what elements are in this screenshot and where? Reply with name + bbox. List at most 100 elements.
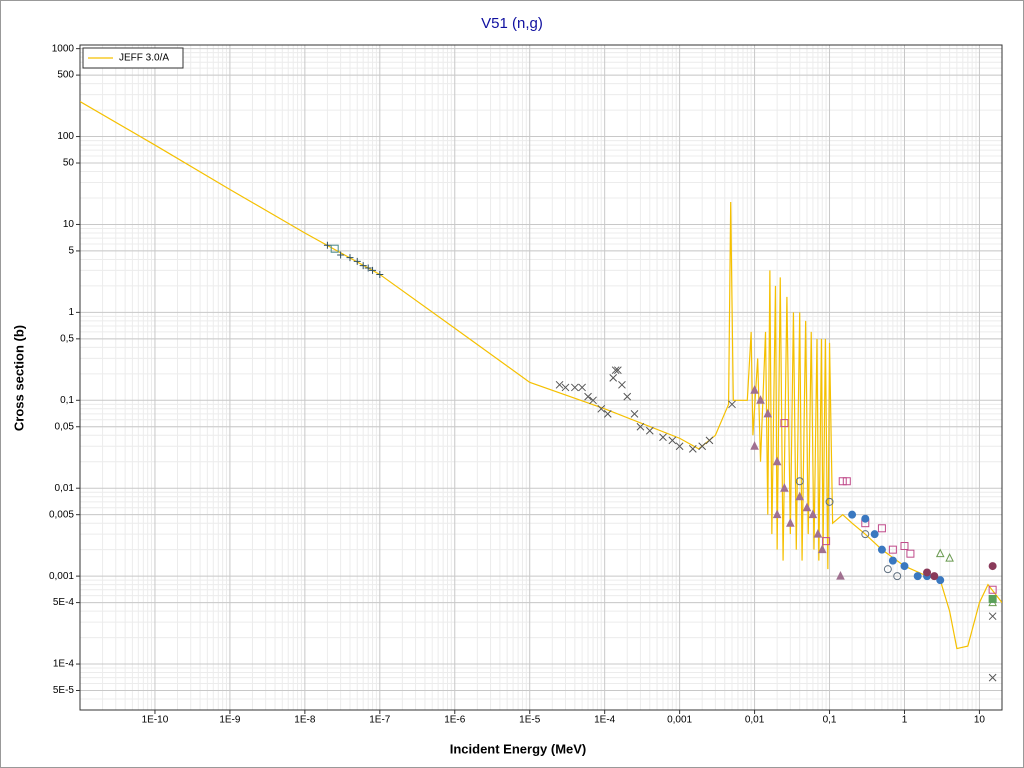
- data-point: [861, 514, 870, 523]
- data-point: [893, 572, 902, 581]
- data-point: [935, 548, 945, 558]
- x-tick-label: 1E-5: [519, 715, 541, 726]
- data-point: [337, 251, 345, 259]
- data-point: [346, 254, 354, 262]
- data-point: [584, 392, 592, 401]
- data-point: [930, 572, 939, 581]
- y-tick-label: 5E-5: [53, 685, 75, 696]
- y-tick-label: 0,5: [60, 333, 74, 344]
- data-point: [795, 477, 804, 486]
- data-point: [750, 385, 759, 394]
- data-point: [842, 477, 851, 486]
- plot-area: [80, 101, 1002, 682]
- data-point: [359, 262, 367, 270]
- y-tick-label: 1: [68, 307, 74, 318]
- data-point: [888, 545, 897, 554]
- data-point: [780, 483, 789, 492]
- data-point: [906, 549, 915, 558]
- data-point: [376, 270, 384, 278]
- x-tick-label: 1E-9: [219, 715, 241, 726]
- x-tick-label: 1E-6: [444, 715, 466, 726]
- data-point: [603, 410, 612, 418]
- data-point: [945, 553, 954, 562]
- x-tick-label: 0,1: [823, 715, 837, 726]
- data-point: [597, 404, 606, 413]
- data-point: [988, 612, 997, 621]
- y-tick-label: 0,005: [49, 509, 74, 520]
- x-tick-label: 1: [902, 715, 908, 726]
- x-axis-label: Incident Energy (MeV): [450, 741, 587, 756]
- data-point: [570, 383, 579, 392]
- data-point: [988, 562, 997, 571]
- data-point: [988, 585, 997, 594]
- data-point: [323, 241, 331, 249]
- chart-title: V51 (n,g): [481, 15, 543, 32]
- data-point: [786, 518, 795, 527]
- data-point: [589, 396, 597, 405]
- data-point: [645, 426, 654, 435]
- y-tick-label: 1E-4: [53, 659, 75, 670]
- data-point: [555, 380, 564, 389]
- data-point: [614, 366, 622, 375]
- data-point: [870, 530, 879, 539]
- data-point: [364, 264, 372, 272]
- data-point: [888, 556, 897, 565]
- data-point: [861, 530, 870, 539]
- data-point: [561, 383, 570, 392]
- data-point: [836, 571, 845, 580]
- data-point: [675, 442, 684, 451]
- data-point: [353, 257, 361, 265]
- data-point: [659, 433, 667, 442]
- data-point: [802, 502, 812, 512]
- data-point: [923, 568, 932, 577]
- data-point: [838, 477, 847, 486]
- data-point: [578, 383, 586, 392]
- y-tick-label: 0,01: [55, 483, 75, 494]
- data-point: [618, 380, 626, 389]
- data-point: [611, 366, 620, 375]
- y-tick-label: 10: [63, 219, 75, 230]
- data-point: [688, 445, 697, 453]
- data-point: [609, 373, 618, 382]
- data-point: [728, 400, 736, 409]
- data-point: [822, 537, 831, 546]
- data-point: [698, 442, 707, 451]
- data-point: [668, 436, 677, 445]
- data-point: [813, 529, 823, 538]
- data-point: [988, 673, 997, 682]
- x-tick-label: 10: [974, 715, 986, 726]
- data-point: [877, 524, 886, 533]
- data-point: [780, 419, 789, 428]
- y-tick-label: 0,001: [49, 571, 74, 582]
- x-tick-label: 1E-7: [369, 715, 391, 726]
- data-point: [772, 456, 782, 466]
- data-point: [900, 542, 909, 551]
- x-tick-label: 0,001: [667, 715, 692, 726]
- data-point: [636, 422, 645, 431]
- y-tick-label: 50: [63, 158, 75, 169]
- data-point: [883, 565, 892, 574]
- x-tick-label: 1E-10: [142, 715, 169, 726]
- y-tick-label: 100: [57, 131, 74, 142]
- data-point: [330, 244, 339, 253]
- y-tick-label: 5E-4: [53, 597, 75, 608]
- data-point: [900, 562, 909, 571]
- data-point: [623, 392, 632, 401]
- data-point: [913, 572, 922, 581]
- data-point: [763, 408, 773, 418]
- data-point: [817, 544, 827, 554]
- plot-frame: [79, 44, 1003, 711]
- data-point: [795, 491, 805, 501]
- data-point: [750, 441, 759, 450]
- data-point: [936, 576, 945, 585]
- y-axis-label: Cross section (b): [11, 325, 26, 431]
- data-point: [825, 497, 834, 506]
- data-point: [756, 395, 765, 404]
- data-point: [988, 594, 997, 603]
- data-point: [808, 509, 818, 519]
- x-tick-label: 0,01: [745, 715, 765, 726]
- y-tick-label: 500: [57, 70, 74, 81]
- x-tick-label: 1E-8: [294, 715, 316, 726]
- y-tick-label: 0,05: [55, 421, 75, 432]
